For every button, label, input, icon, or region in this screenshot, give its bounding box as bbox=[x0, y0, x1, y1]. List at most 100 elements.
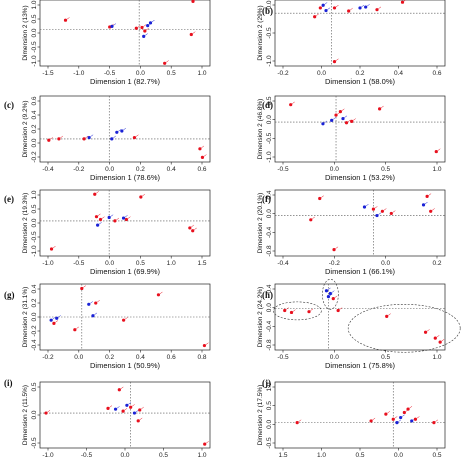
x-tick-label: 1.0 bbox=[432, 354, 441, 361]
data-point bbox=[341, 116, 345, 121]
point-tick bbox=[335, 4, 339, 8]
x-axis-label: Dimension 1 (53.2%) bbox=[325, 173, 396, 182]
data-point bbox=[117, 388, 121, 392]
point-tick bbox=[146, 27, 149, 31]
data-point bbox=[57, 137, 61, 141]
point-tick bbox=[132, 404, 135, 407]
data-point bbox=[332, 60, 337, 64]
data-point bbox=[96, 223, 100, 227]
point-tick bbox=[298, 419, 302, 422]
data-point bbox=[378, 107, 382, 111]
point-tick bbox=[286, 307, 289, 310]
panel-label: (d) bbox=[262, 100, 273, 110]
data-point bbox=[52, 321, 56, 325]
data-point bbox=[375, 213, 379, 218]
data-point bbox=[375, 8, 379, 12]
data-point bbox=[406, 407, 410, 411]
data-point bbox=[321, 3, 325, 7]
y-tick-label: -0.5 bbox=[266, 132, 273, 144]
y-tick-label: 0.4 bbox=[266, 190, 273, 199]
y-tick-label: 0.4 bbox=[266, 284, 273, 293]
panel-label: (e) bbox=[4, 194, 14, 204]
y-tick-label: 0.0 bbox=[266, 0, 273, 9]
y-tick-label: -0.4 bbox=[266, 226, 273, 238]
point-tick bbox=[58, 315, 61, 318]
data-point bbox=[87, 302, 91, 306]
y-tick-label: 0.0 bbox=[31, 28, 38, 37]
x-tick-label: 0.0 bbox=[105, 260, 114, 267]
point-tick bbox=[310, 308, 314, 311]
point-tick bbox=[137, 25, 141, 28]
plot-frame bbox=[274, 189, 446, 257]
y-axis-label: Dimension 2 (31.1%) bbox=[22, 287, 29, 348]
x-axis-label: Dimension 1 (78.6%) bbox=[90, 173, 161, 182]
point-tick bbox=[110, 214, 114, 217]
data-point bbox=[395, 421, 399, 425]
y-axis-label: Dimension 2 (29%) bbox=[257, 5, 264, 60]
y-tick-label: -0.5 bbox=[266, 27, 273, 39]
data-point bbox=[124, 217, 129, 222]
x-tick-label: 0.5 bbox=[432, 452, 441, 459]
data-point bbox=[289, 310, 294, 315]
data-point bbox=[410, 419, 414, 423]
data-point bbox=[55, 316, 59, 320]
point-tick bbox=[432, 208, 435, 211]
x-tick-label: 0.6 bbox=[197, 166, 206, 173]
cluster-ellipse bbox=[322, 278, 339, 310]
plot-frame bbox=[274, 0, 446, 67]
x-tick-label: 0.0 bbox=[74, 354, 83, 361]
data-point bbox=[336, 308, 340, 313]
data-point bbox=[132, 135, 137, 140]
data-point bbox=[106, 406, 110, 410]
x-tick-label: 0.5 bbox=[381, 354, 390, 361]
x-tick-label: 0.5 bbox=[167, 70, 176, 77]
point-tick bbox=[380, 105, 384, 109]
y-tick-label: -0.4 bbox=[31, 339, 38, 351]
data-point bbox=[364, 5, 368, 9]
y-axis-label: Dimension 2 (46.8%) bbox=[257, 99, 264, 160]
point-tick bbox=[312, 216, 315, 220]
data-point bbox=[350, 119, 354, 123]
panel-label: (j) bbox=[262, 378, 271, 388]
data-point bbox=[191, 229, 195, 233]
x-tick-label: -1.0 bbox=[42, 260, 54, 267]
data-point bbox=[324, 289, 329, 293]
y-tick-label: 1.0 bbox=[31, 0, 38, 9]
y-tick-label: 0.6 bbox=[31, 96, 38, 105]
y-tick-label: -0.5 bbox=[31, 41, 38, 53]
data-point bbox=[110, 24, 114, 28]
point-tick bbox=[398, 419, 402, 422]
data-point bbox=[143, 29, 147, 33]
point-tick bbox=[76, 326, 79, 329]
point-tick bbox=[101, 216, 105, 219]
point-tick bbox=[143, 24, 147, 27]
data-point bbox=[332, 6, 337, 10]
point-tick bbox=[353, 118, 356, 121]
y-axis-label: Dimension 2 (17.5%) bbox=[257, 385, 264, 446]
point-tick bbox=[321, 195, 324, 198]
y-tick-label: 0.5 bbox=[31, 14, 38, 23]
data-point bbox=[347, 9, 351, 13]
point-tick bbox=[436, 335, 440, 338]
y-tick-label: -0.5 bbox=[31, 437, 38, 449]
point-tick bbox=[378, 6, 382, 9]
data-point bbox=[93, 192, 97, 196]
data-point bbox=[188, 226, 192, 230]
point-tick bbox=[383, 208, 387, 211]
data-point bbox=[156, 293, 161, 297]
x-tick-label: -1.0 bbox=[73, 70, 85, 77]
point-tick bbox=[116, 406, 120, 409]
data-point bbox=[115, 130, 119, 134]
point-tick bbox=[90, 301, 93, 304]
data-point bbox=[330, 118, 334, 122]
data-point bbox=[94, 215, 99, 219]
data-point bbox=[98, 217, 103, 222]
data-point bbox=[202, 343, 207, 348]
y-tick-label: 1.0 bbox=[31, 190, 38, 199]
plot-frame bbox=[39, 381, 211, 449]
data-point bbox=[380, 209, 384, 213]
point-tick bbox=[441, 339, 445, 342]
data-point bbox=[163, 61, 167, 65]
data-point bbox=[122, 318, 126, 322]
point-tick bbox=[378, 212, 382, 215]
